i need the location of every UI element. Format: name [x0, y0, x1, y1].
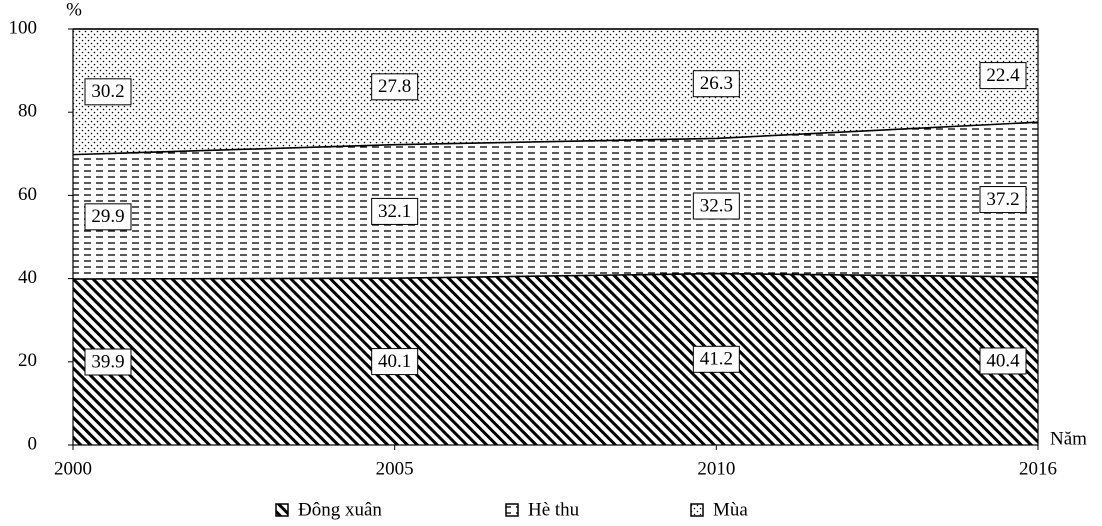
legend-swatch [275, 503, 289, 517]
value-label: 26.3 [700, 73, 733, 94]
value-label: 40.1 [378, 351, 411, 372]
y-tick-label: 20 [18, 350, 37, 371]
y-tick-label: 40 [18, 267, 37, 288]
legend-swatch [690, 503, 704, 517]
value-label: 37.2 [986, 189, 1019, 210]
value-label-box [84, 203, 132, 231]
value-label-box [692, 345, 740, 373]
x-tick-label: 2010 [697, 458, 735, 479]
x-tick-label: 2005 [376, 458, 414, 479]
y-tick-label: 60 [18, 184, 37, 205]
area-boundary [72, 121, 1039, 156]
value-label: 27.8 [378, 76, 411, 97]
y-axis-label: % [66, 0, 82, 20]
x-tick-label: 2016 [1019, 458, 1057, 479]
area [73, 122, 1038, 280]
value-label-box [84, 348, 132, 376]
value-label: 40.4 [986, 350, 1020, 371]
value-label-box [371, 348, 419, 376]
value-label: 39.9 [91, 351, 124, 372]
value-label: 22.4 [986, 65, 1020, 86]
x-axis-label: Năm [1050, 428, 1087, 449]
value-label-box [979, 347, 1027, 375]
x-tick-label: 2000 [54, 458, 92, 479]
value-label: 32.1 [378, 201, 411, 222]
y-tick-label: 100 [9, 17, 38, 38]
area [73, 29, 1038, 155]
y-tick-label: 80 [18, 101, 37, 122]
area [73, 273, 1038, 445]
legend-swatch [505, 503, 519, 517]
area-boundary [72, 272, 1039, 280]
value-label: 41.2 [700, 349, 733, 370]
value-label-box [979, 186, 1027, 214]
legend-label: Mùa [713, 499, 748, 520]
value-label: 29.9 [91, 206, 124, 227]
plot-frame [72, 28, 1039, 446]
legend-label: Đông xuân [298, 499, 382, 520]
value-label-box [692, 70, 740, 98]
value-label-box [371, 73, 419, 101]
value-label-box [371, 197, 419, 225]
value-label-box [84, 78, 132, 106]
value-label-box [692, 192, 740, 220]
y-tick-label: 0 [28, 433, 38, 454]
value-label-box [979, 62, 1027, 90]
value-label: 32.5 [700, 195, 733, 216]
value-label: 30.2 [91, 81, 124, 102]
legend-label: Hè thu [528, 499, 580, 520]
